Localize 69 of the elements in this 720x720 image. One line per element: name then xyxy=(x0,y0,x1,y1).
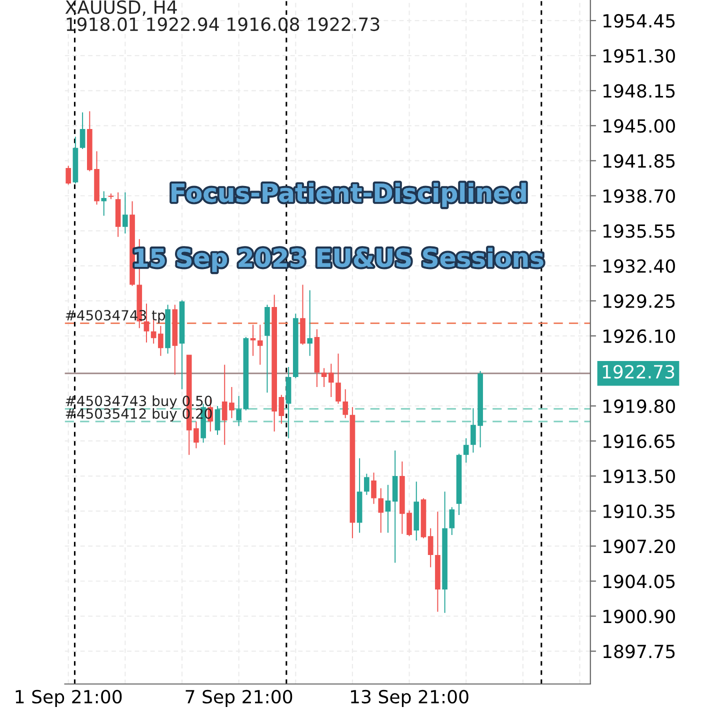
candlestick xyxy=(385,484,391,533)
candlestick xyxy=(122,192,128,234)
y-tick-label: 1945.00 xyxy=(603,119,675,133)
candlestick xyxy=(130,201,135,286)
candlestick xyxy=(264,304,270,393)
chart-title: XAUUSD, H4 xyxy=(65,0,177,16)
candlestick xyxy=(115,192,121,237)
candlestick xyxy=(321,368,327,388)
y-tick-label: 1951.30 xyxy=(603,49,675,63)
annotation: Focus-Patient-Disciplined xyxy=(172,182,526,208)
candlestick xyxy=(356,458,362,533)
candlestick xyxy=(378,488,384,533)
y-tick-label: 1938.70 xyxy=(603,189,675,203)
x-tick-label: 1 Sep 21:00 xyxy=(16,690,122,708)
candlestick xyxy=(172,304,178,375)
y-tick-label: 1935.55 xyxy=(603,224,675,238)
text: 1918.01 1922.94 1916.08 1922.73 xyxy=(66,17,380,32)
y-tick-label: 1926.10 xyxy=(603,329,675,343)
candlestick xyxy=(428,528,434,568)
candlestick xyxy=(463,438,469,463)
y-tick-label: 1929.25 xyxy=(603,294,675,308)
candlestick xyxy=(158,326,164,356)
candlestick xyxy=(307,290,313,356)
candlestick xyxy=(336,354,341,404)
y-tick-label: 1948.15 xyxy=(603,84,675,98)
y-tick-label: 1932.40 xyxy=(603,259,675,273)
y-tick-label: 1941.85 xyxy=(603,154,675,168)
candlestick xyxy=(214,406,220,435)
candlestick xyxy=(435,512,440,612)
y-tick-label: 1900.90 xyxy=(603,610,675,624)
candlestick xyxy=(364,474,370,495)
candlestick xyxy=(257,324,263,365)
x-tick-label: 7 Sep 21:00 xyxy=(186,690,292,708)
candlestick xyxy=(80,112,86,150)
candlestick xyxy=(449,507,455,535)
candlestick xyxy=(236,396,242,426)
candlestick xyxy=(278,394,284,424)
x-tick-label: 13 Sep 21:00 xyxy=(351,690,468,708)
y-tick-label: 1904.05 xyxy=(603,574,675,588)
candlestick xyxy=(179,300,185,390)
candlestick xyxy=(292,314,298,378)
candlestick xyxy=(314,329,320,388)
y-tick-label: 1916.65 xyxy=(603,434,675,448)
candlestick xyxy=(342,389,348,418)
candlestick xyxy=(328,364,334,398)
y-tick-label: 1913.50 xyxy=(603,469,675,484)
candlestick xyxy=(414,482,420,541)
candlestick xyxy=(165,304,170,354)
candlestick xyxy=(420,498,426,538)
candlestick xyxy=(442,492,448,613)
candlestick xyxy=(101,191,107,216)
candlestick xyxy=(243,336,249,410)
candlestick xyxy=(456,454,462,515)
candlestick xyxy=(108,194,114,200)
y-tick-label: 1910.35 xyxy=(603,504,675,518)
candlestick xyxy=(272,294,277,432)
y-tick-label: 1897.75 xyxy=(603,644,675,658)
candlestick xyxy=(72,136,78,184)
y-tick-label: 1919.80 xyxy=(603,399,675,414)
candlestick xyxy=(392,450,398,563)
y-tick-label: 1907.20 xyxy=(603,540,675,554)
candlestick xyxy=(300,284,306,345)
candlestick xyxy=(371,472,376,504)
candlestick xyxy=(66,166,72,185)
candlestick xyxy=(286,367,292,438)
y-tick-label: 1954.45 xyxy=(603,14,675,28)
ref-line-label: 1922.73 xyxy=(602,364,674,379)
candlestick xyxy=(350,407,356,538)
candlestick xyxy=(250,324,256,356)
